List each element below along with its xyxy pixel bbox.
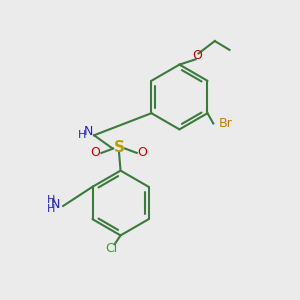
Text: O: O [91, 146, 100, 159]
Text: N: N [83, 125, 93, 138]
Text: H: H [46, 204, 55, 214]
Text: O: O [192, 49, 202, 62]
Text: O: O [138, 146, 148, 159]
Text: H: H [78, 130, 86, 140]
Text: N: N [51, 198, 61, 211]
Text: Br: Br [219, 117, 233, 130]
Text: H: H [46, 195, 55, 205]
Text: S: S [114, 140, 124, 155]
Text: Cl: Cl [106, 242, 118, 255]
